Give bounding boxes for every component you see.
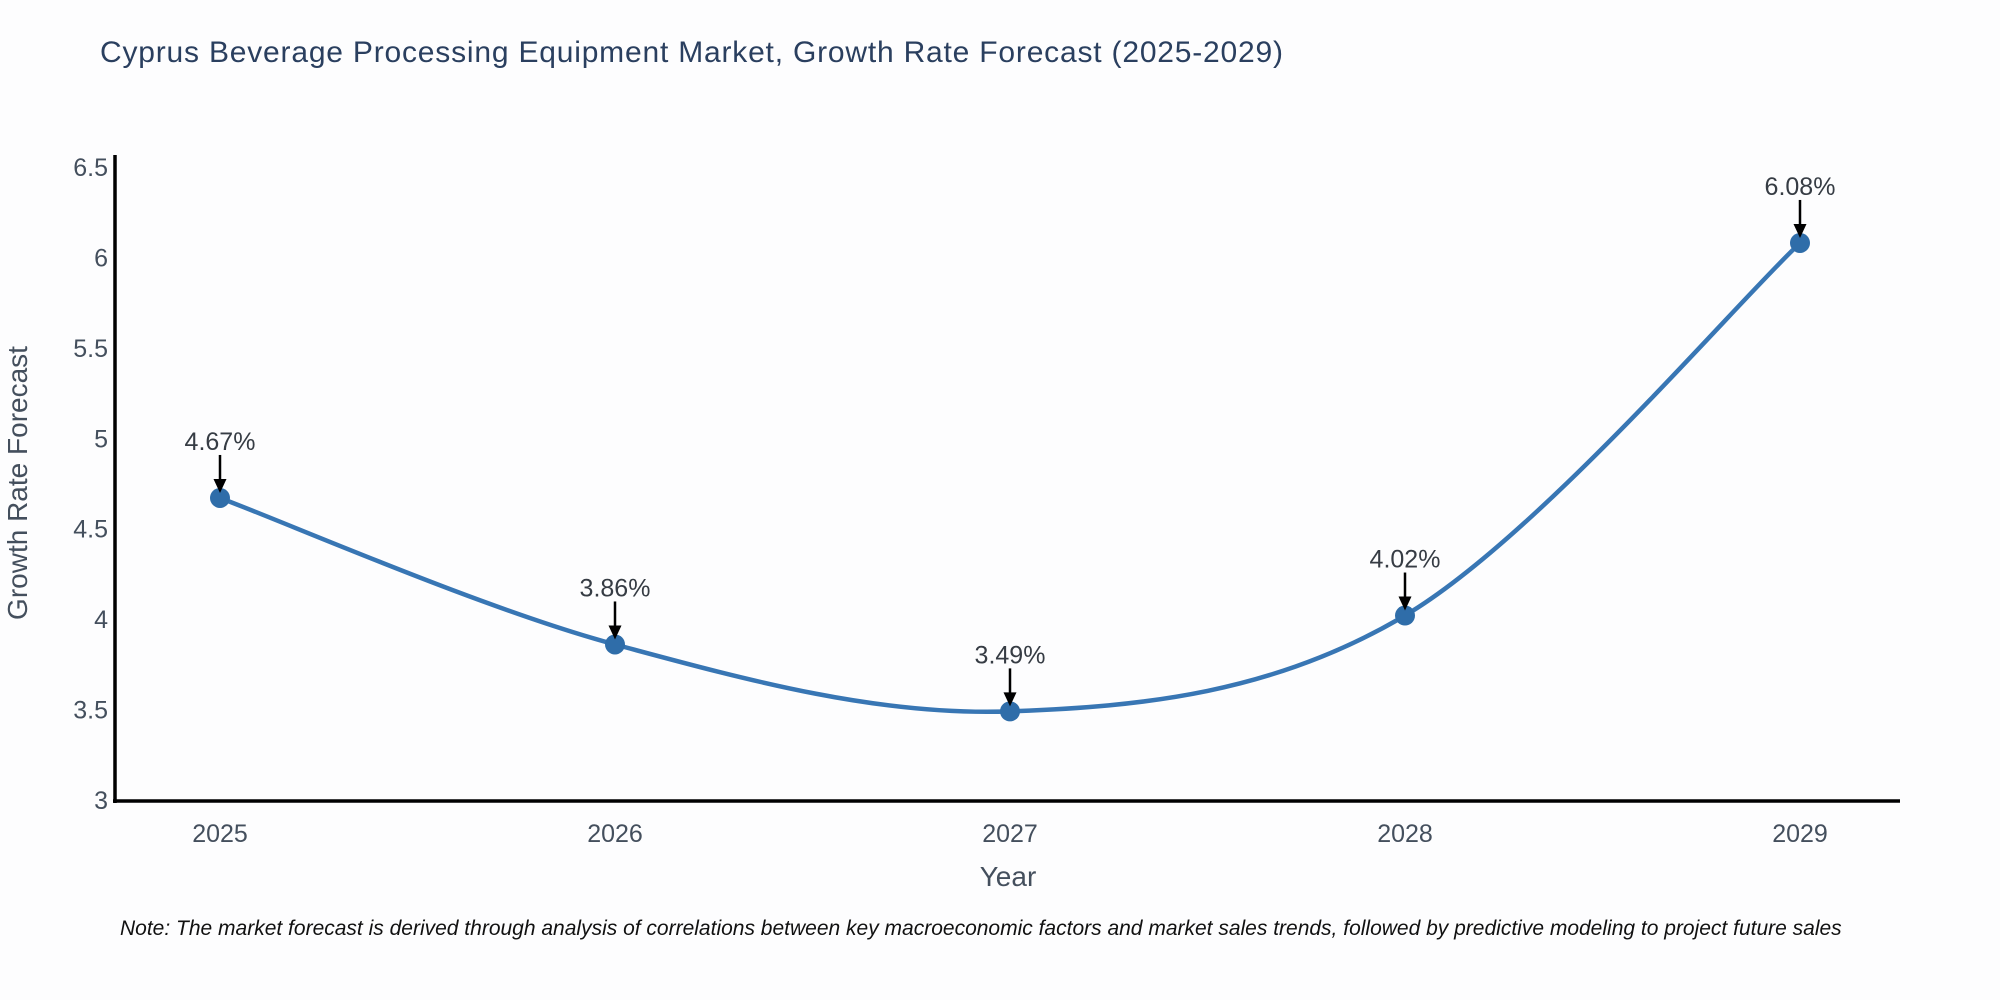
y-tick-label: 3 <box>94 787 108 815</box>
x-tick-label: 2028 <box>1377 820 1433 848</box>
y-tick-label: 5.5 <box>73 335 108 363</box>
data-point-2025 <box>210 487 230 508</box>
x-tick-label: 2027 <box>982 820 1038 848</box>
y-tick-label: 6 <box>94 244 108 272</box>
point-value-label: 4.67% <box>185 428 256 456</box>
data-point-2029 <box>1790 232 1810 253</box>
data-point-2028 <box>1395 605 1415 626</box>
annotation-arrowhead-icon <box>213 478 227 493</box>
data-point-2026 <box>605 634 625 655</box>
x-tick-label: 2026 <box>587 820 643 848</box>
x-tick-label: 2025 <box>192 820 248 848</box>
point-value-label: 3.86% <box>580 574 651 602</box>
point-value-label: 4.02% <box>1370 546 1441 574</box>
y-tick-label: 5 <box>94 425 108 453</box>
y-tick-label: 4.5 <box>73 516 108 544</box>
annotation-arrowhead-icon <box>1793 223 1807 238</box>
footnote: Note: The market forecast is derived thr… <box>120 917 1842 940</box>
x-tick-label: 2029 <box>1772 820 1828 848</box>
y-tick-label: 3.5 <box>73 697 108 725</box>
y-tick-label: 4 <box>94 606 108 634</box>
annotation-arrowhead-icon <box>1003 692 1017 707</box>
annotation-arrowhead-icon <box>608 625 622 640</box>
data-point-2027 <box>1000 701 1020 722</box>
x-axis-title: Year <box>980 861 1037 892</box>
chart-title: Cyprus Beverage Processing Equipment Mar… <box>100 36 1284 69</box>
y-axis-title: Growth Rate Forecast <box>2 346 33 620</box>
point-value-label: 3.49% <box>975 641 1046 669</box>
annotation-arrowhead-icon <box>1398 596 1412 611</box>
y-tick-label: 6.5 <box>73 154 108 182</box>
point-value-label: 6.08% <box>1765 173 1836 201</box>
